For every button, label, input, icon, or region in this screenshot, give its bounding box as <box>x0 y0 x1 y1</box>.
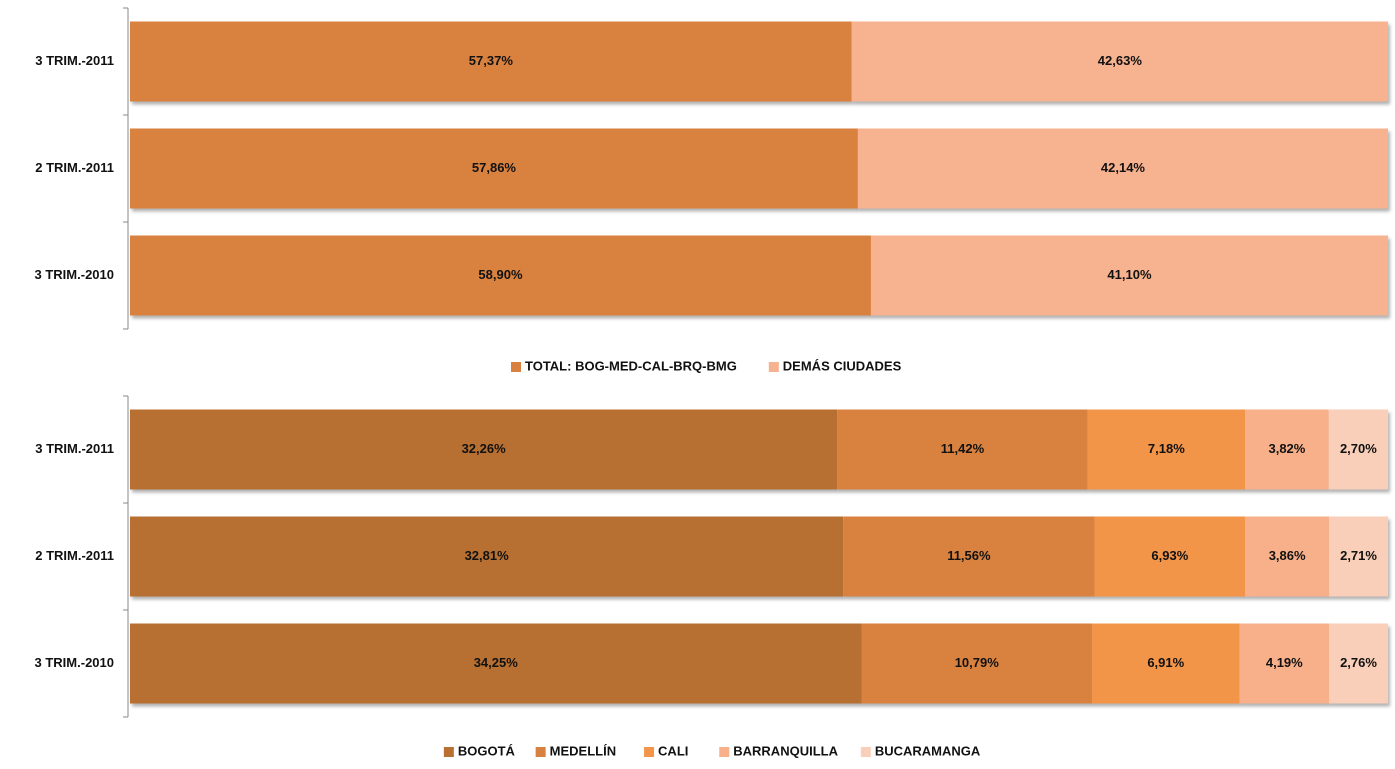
y-tick-label: 3 TRIM.-2010 <box>35 655 114 670</box>
y-tick-label: 2 TRIM.-2011 <box>35 160 114 175</box>
legend-label: BARRANQUILLA <box>733 743 838 758</box>
bar-group <box>130 516 1388 597</box>
data-label: 32,26% <box>462 441 507 456</box>
bar <box>1329 516 1388 597</box>
bar <box>1094 516 1246 597</box>
data-label: 2,70% <box>1340 441 1377 456</box>
data-label: 57,37% <box>469 53 514 68</box>
legend-label: DEMÁS CIUDADES <box>783 358 902 373</box>
bar <box>130 21 852 102</box>
bar <box>1328 409 1388 490</box>
legend-swatch <box>535 747 546 757</box>
bar <box>843 516 1095 597</box>
bar <box>130 516 844 597</box>
bar <box>1091 623 1240 704</box>
bar-group <box>130 21 1388 102</box>
bar <box>861 623 1092 704</box>
data-label: 11,56% <box>947 548 991 563</box>
data-label: 34,25% <box>474 655 519 670</box>
bar <box>1245 516 1330 597</box>
data-label: 7,18% <box>1148 441 1185 456</box>
data-label: 41,10% <box>1107 267 1152 282</box>
data-label: 42,14% <box>1101 160 1146 175</box>
data-label: 42,63% <box>1098 53 1143 68</box>
legend-swatch <box>443 747 454 757</box>
bar <box>1087 409 1246 490</box>
legend-swatch <box>719 747 730 757</box>
legend-label: CALI <box>658 743 688 758</box>
bar <box>130 623 862 704</box>
data-label: 57,86% <box>472 160 517 175</box>
bar-group <box>130 128 1388 209</box>
data-label: 58,90% <box>478 267 523 282</box>
legend-swatch <box>644 747 655 757</box>
legend-label: TOTAL: BOG-MED-CAL-BRQ-BMG <box>525 358 737 373</box>
bar-group <box>130 623 1388 704</box>
bar <box>1329 623 1388 704</box>
bar-group <box>130 235 1388 316</box>
legend-label: MEDELLÍN <box>550 743 616 758</box>
bar <box>130 235 871 316</box>
bar <box>130 128 858 209</box>
bar <box>1245 409 1329 490</box>
legend-swatch <box>860 747 871 757</box>
data-label: 6,91% <box>1147 655 1184 670</box>
data-label: 10,79% <box>955 655 1000 670</box>
data-label: 4,19% <box>1266 655 1303 670</box>
bar-group <box>130 409 1388 490</box>
bar <box>857 128 1388 209</box>
y-tick-label: 3 TRIM.-2011 <box>35 441 114 456</box>
bar <box>851 21 1388 102</box>
data-label: 3,86% <box>1269 548 1306 563</box>
data-label: 11,42% <box>941 441 985 456</box>
bar <box>870 235 1388 316</box>
data-label: 6,93% <box>1151 548 1188 563</box>
data-label: 2,71% <box>1340 548 1377 563</box>
data-label: 32,81% <box>465 548 510 563</box>
y-tick-label: 3 TRIM.-2010 <box>35 267 114 282</box>
legend-label: BUCARAMANGA <box>875 743 981 758</box>
data-label: 3,82% <box>1268 441 1305 456</box>
bar <box>837 409 1088 490</box>
legend-swatch <box>511 362 521 372</box>
legend-swatch <box>768 362 779 372</box>
bar <box>1239 623 1330 704</box>
bar <box>130 409 838 490</box>
legend-label: BOGOTÁ <box>458 743 516 758</box>
y-tick-label: 3 TRIM.-2011 <box>35 53 114 68</box>
y-tick-label: 2 TRIM.-2011 <box>35 548 114 563</box>
data-label: 2,76% <box>1340 655 1377 670</box>
